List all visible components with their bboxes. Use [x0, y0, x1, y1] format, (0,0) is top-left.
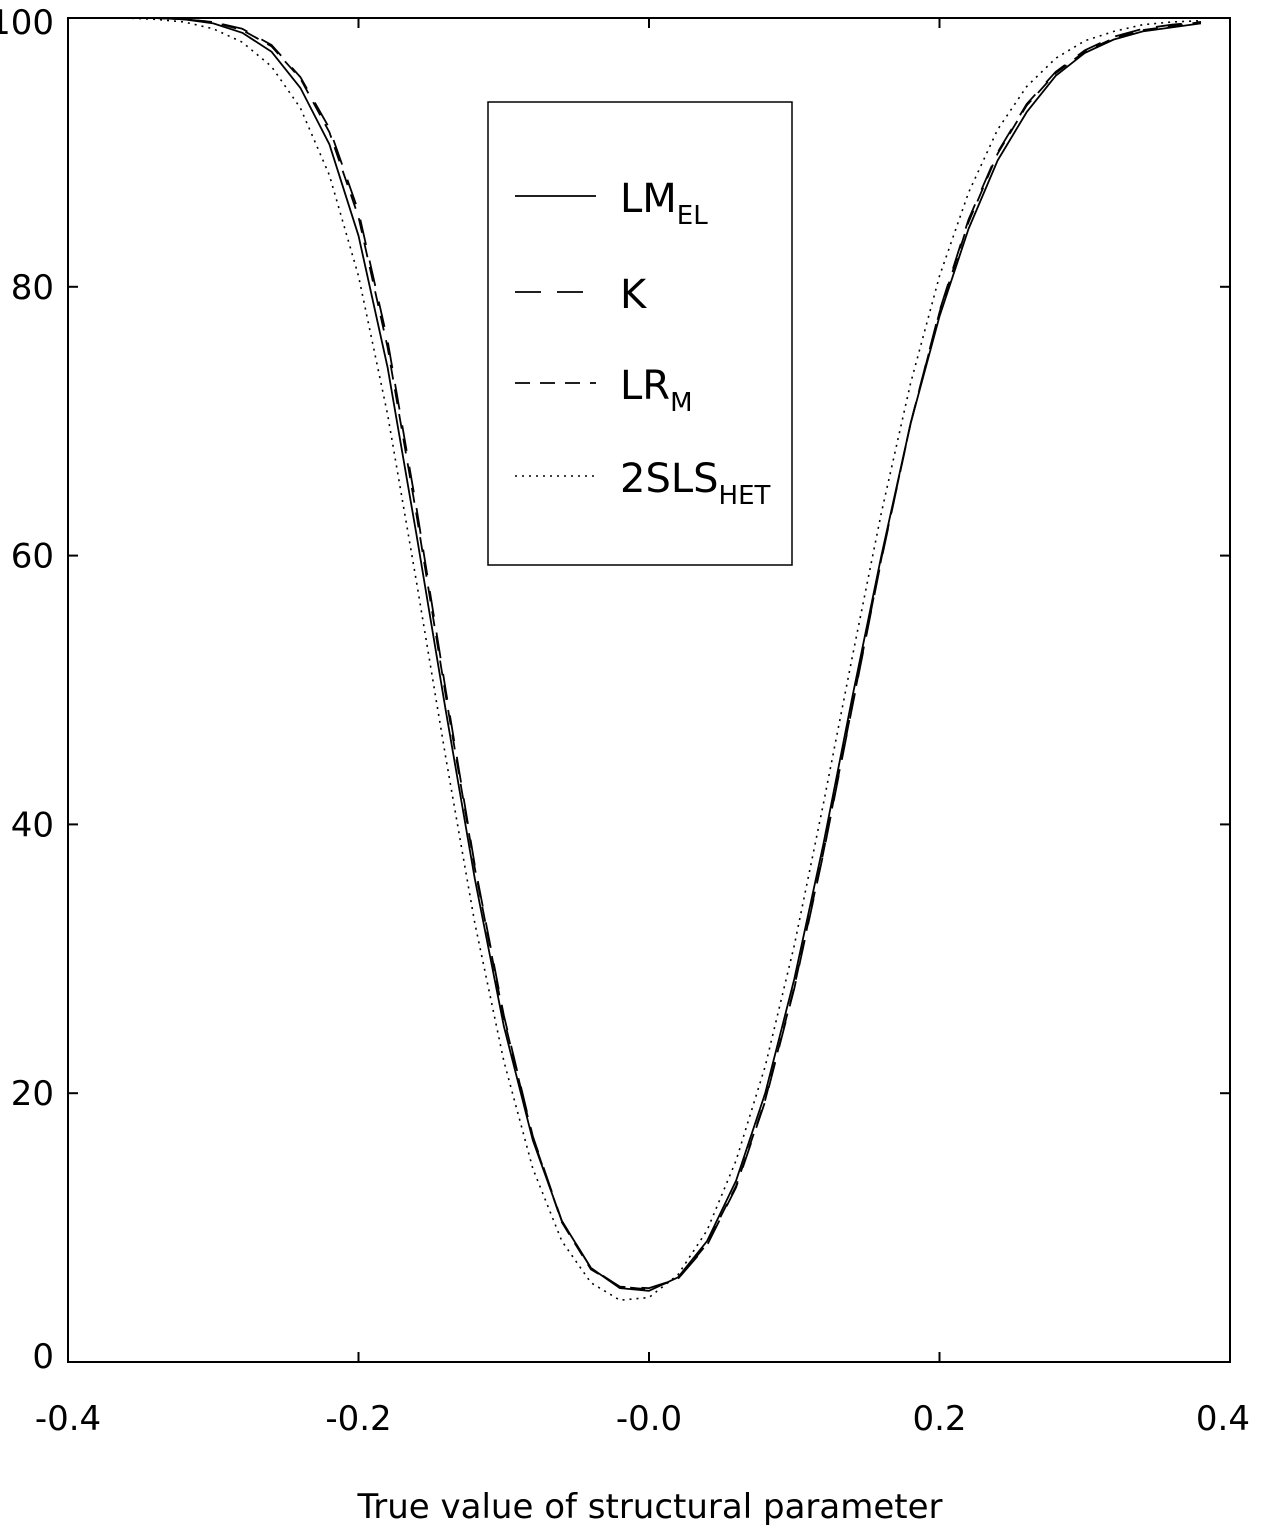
x-axis-title: True value of structural parameter	[357, 1487, 943, 1527]
x-tick-label: 0.4	[1196, 1399, 1250, 1439]
y-tick-label: 0	[32, 1337, 54, 1377]
y-tick-label: 60	[11, 537, 54, 577]
series-line-lrm	[97, 17, 1202, 1291]
x-tick-label: -0.4	[35, 1399, 101, 1439]
y-axis-ticks: 0 20 40 60 80 100	[0, 3, 1230, 1377]
legend-label: LMEL	[620, 176, 708, 231]
series-line-lmel	[97, 17, 1202, 1292]
x-tick-label: -0.2	[325, 1399, 391, 1439]
y-tick-label: 100	[0, 3, 54, 43]
legend-label: K	[620, 272, 648, 318]
x-tick-label: 0.2	[912, 1399, 966, 1439]
y-tick-label: 80	[11, 268, 54, 308]
legend-label: LRM	[620, 363, 693, 418]
y-tick-label: 20	[11, 1074, 54, 1114]
series-lines	[97, 17, 1202, 1301]
x-tick-label: -0.0	[616, 1399, 682, 1439]
legend: LMEL K LRM 2SLSHET	[487, 101, 793, 566]
series-line-2slshet	[97, 17, 1202, 1301]
legend-label: 2SLSHET	[620, 456, 770, 511]
y-tick-label: 40	[11, 805, 54, 845]
x-axis-ticks: -0.4 -0.2 -0.0 0.2 0.4	[35, 18, 1250, 1439]
legend-box	[487, 101, 793, 566]
series-line-k	[97, 17, 1202, 1289]
